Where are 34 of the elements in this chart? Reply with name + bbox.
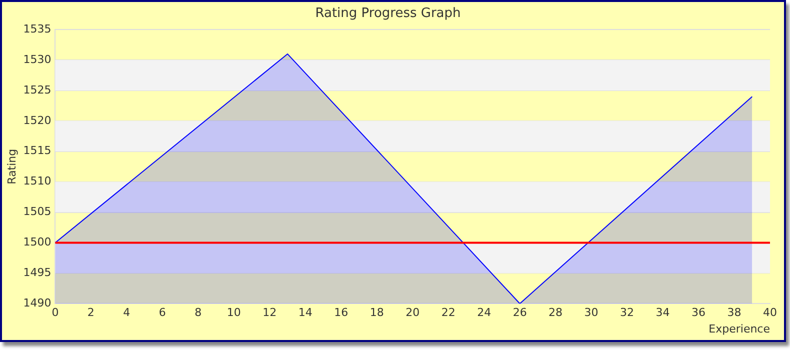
y-tick-label: 1535 bbox=[23, 22, 52, 36]
x-tick-label: 24 bbox=[477, 306, 492, 320]
y-axis-title: Rating bbox=[5, 148, 18, 184]
x-tick-label: 20 bbox=[406, 306, 420, 320]
x-tick-label: 40 bbox=[763, 306, 777, 320]
x-tick-label: 14 bbox=[298, 306, 312, 320]
x-tick-label: 8 bbox=[194, 306, 202, 320]
x-tick-label: 2 bbox=[87, 306, 94, 320]
y-tick-label: 1510 bbox=[23, 174, 52, 188]
x-tick-label: 6 bbox=[158, 306, 166, 320]
x-tick-label: 36 bbox=[692, 306, 706, 320]
x-tick-label: 18 bbox=[370, 306, 384, 320]
y-tick-label: 1500 bbox=[23, 236, 52, 249]
x-tick-label: 16 bbox=[334, 306, 348, 320]
x-tick-label: 10 bbox=[226, 306, 241, 320]
x-axis-title: Experience bbox=[708, 322, 770, 336]
x-tick-label: 0 bbox=[52, 306, 59, 320]
chart-title: Rating Progress Graph bbox=[315, 6, 461, 22]
x-tick-label: 28 bbox=[548, 306, 563, 320]
x-tick-label: 12 bbox=[262, 306, 277, 320]
y-tick-label: 1520 bbox=[23, 114, 52, 127]
x-tick-label: 22 bbox=[441, 306, 456, 320]
y-tick-label: 1495 bbox=[23, 266, 52, 280]
y-tick-label: 1530 bbox=[23, 52, 52, 66]
y-tick-label: 1490 bbox=[23, 296, 52, 310]
y-tick-label: 1525 bbox=[23, 83, 52, 96]
x-tick-label: 38 bbox=[727, 306, 742, 320]
x-tick-label: 26 bbox=[512, 306, 527, 320]
x-tick-label: 4 bbox=[123, 306, 130, 320]
y-tick-label: 1505 bbox=[23, 205, 52, 218]
x-tick-label: 30 bbox=[584, 306, 598, 320]
x-tick-label: 34 bbox=[656, 306, 670, 320]
y-tick-label: 1515 bbox=[23, 144, 52, 158]
x-tick-label: 32 bbox=[620, 306, 634, 320]
